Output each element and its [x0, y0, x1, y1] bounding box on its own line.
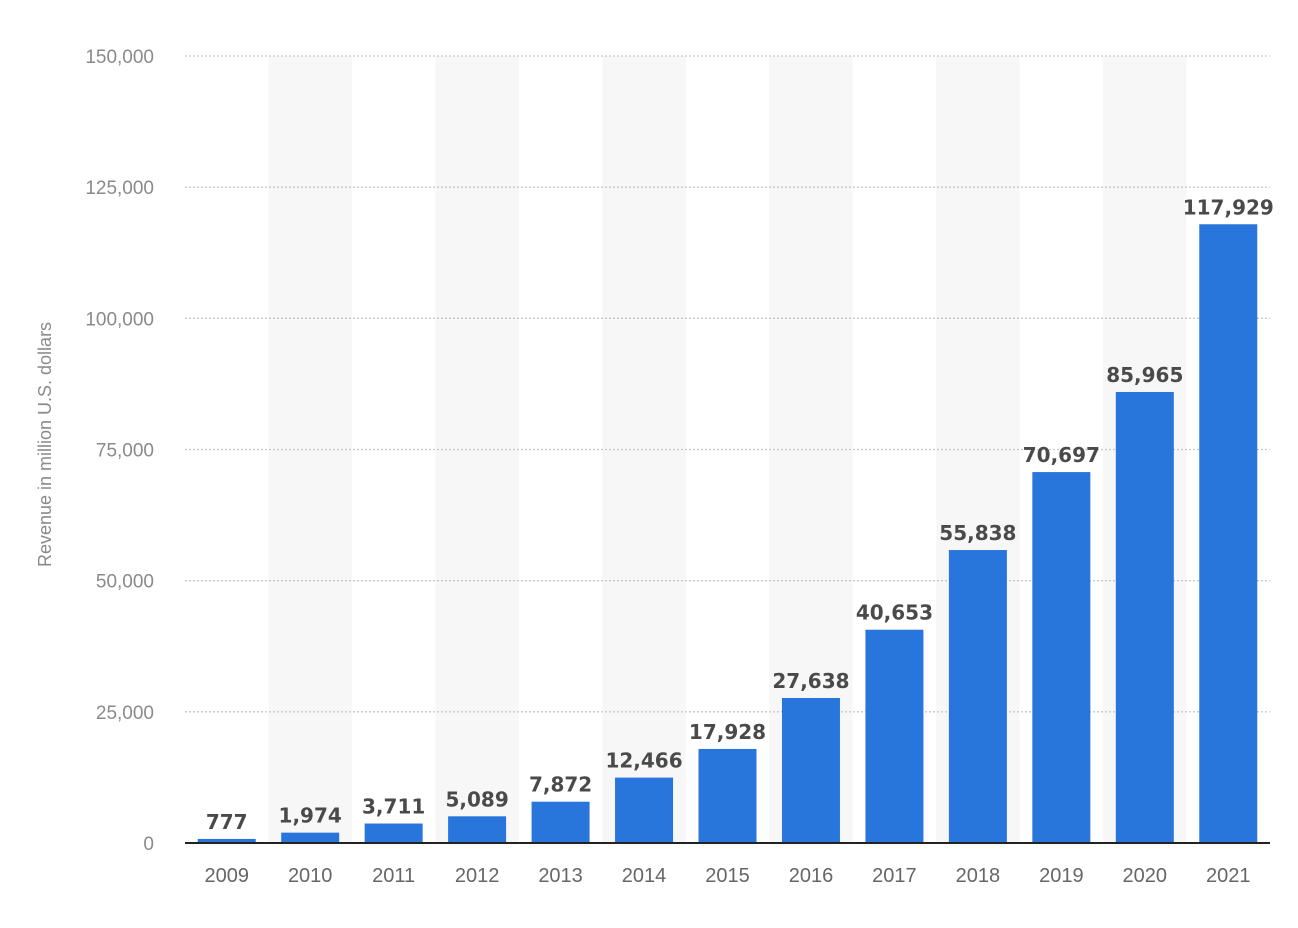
bar — [448, 816, 507, 843]
x-tick-label: 2015 — [705, 865, 750, 887]
x-tick-label: 2016 — [789, 865, 834, 887]
value-label: 27,638 — [772, 669, 849, 693]
x-tick-label: 2021 — [1206, 865, 1251, 887]
x-tick-label: 2010 — [288, 865, 333, 887]
bar — [364, 823, 423, 843]
y-axis-title: Revenue in million U.S. dollars — [35, 322, 55, 567]
value-label: 12,466 — [605, 749, 682, 773]
x-axis-labels: 2009 2010 2011 2012 2013 2014 2015 2016 2017 2018… — [204, 865, 1250, 887]
x-tick-label: 2017 — [872, 865, 917, 887]
value-label: 1,974 — [279, 804, 342, 828]
bar — [1199, 224, 1258, 843]
y-tick-label: 25,000 — [96, 703, 154, 724]
x-tick-label: 2013 — [538, 865, 583, 887]
bar — [197, 838, 256, 843]
y-tick-label: 125,000 — [85, 178, 154, 199]
bar — [1115, 391, 1174, 843]
y-tick-label: 100,000 — [85, 309, 154, 330]
value-label: 17,928 — [689, 720, 766, 744]
bar — [1032, 472, 1091, 843]
x-tick-label: 2012 — [455, 865, 500, 887]
column-band — [602, 56, 686, 843]
bars — [197, 224, 1258, 843]
bar — [615, 777, 674, 843]
value-label: 70,697 — [1023, 443, 1100, 467]
value-label: 5,089 — [445, 787, 508, 811]
value-labels: 777 1,974 3,711 5,089 7,872 12,466 17,928 27,63… — [206, 195, 1274, 834]
y-tick-label: 50,000 — [96, 572, 154, 593]
y-tick-label: 150,000 — [85, 47, 154, 68]
value-label: 117,929 — [1183, 195, 1274, 219]
value-label: 55,838 — [939, 521, 1016, 545]
bar — [698, 748, 757, 843]
gridlines — [185, 55, 1270, 713]
x-tick-label: 2020 — [1123, 865, 1168, 887]
x-tick-label: 2018 — [956, 865, 1001, 887]
y-axis-ticks: 0 25,000 50,000 75,000 100,000 125,000 150,000 — [85, 47, 154, 855]
y-tick-label: 0 — [143, 834, 154, 855]
x-tick-label: 2009 — [204, 865, 249, 887]
value-label: 7,872 — [529, 773, 592, 797]
bar — [865, 629, 924, 843]
value-label: 85,965 — [1106, 363, 1183, 387]
bar — [281, 832, 340, 843]
y-tick-label: 75,000 — [96, 441, 154, 462]
bar — [948, 550, 1007, 843]
value-label: 3,711 — [362, 795, 425, 819]
x-tick-label: 2011 — [372, 865, 415, 887]
value-label: 777 — [206, 810, 248, 834]
bar — [531, 801, 590, 843]
value-label: 40,653 — [856, 601, 933, 625]
bar — [781, 697, 840, 843]
x-tick-label: 2019 — [1039, 865, 1084, 887]
x-tick-label: 2014 — [622, 865, 667, 887]
